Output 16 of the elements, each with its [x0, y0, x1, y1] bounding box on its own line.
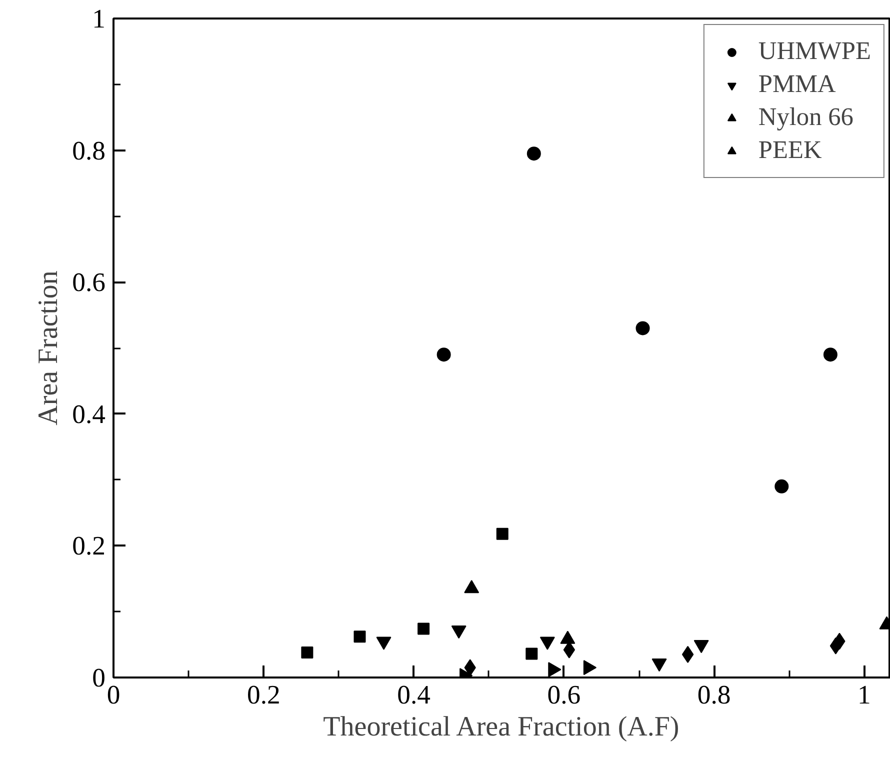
y-tick-label: 0.2	[72, 530, 106, 561]
y-tick-label: 0.4	[72, 398, 106, 429]
y-tick-label: 1	[92, 4, 106, 34]
y-tick-label: 0.8	[72, 135, 106, 166]
y-axis-title: Area Fraction	[33, 270, 64, 426]
legend-label: UHMWPE	[758, 37, 871, 66]
y-tick-label: 0.6	[72, 267, 106, 298]
x-tick-label: 0.2	[246, 680, 280, 710]
x-tick-label: 0.6	[547, 680, 581, 710]
legend-label: PMMA	[758, 70, 836, 99]
legend-label: PEEK	[758, 136, 822, 165]
x-tick-label: 0.8	[697, 680, 731, 710]
x-tick-label: 0.4	[397, 680, 430, 710]
legend-label: Nylon 66	[758, 103, 854, 132]
x-tick-label: 1	[858, 680, 871, 710]
x-axis-title: Theoretical Area Fraction (A.F)	[323, 712, 680, 742]
